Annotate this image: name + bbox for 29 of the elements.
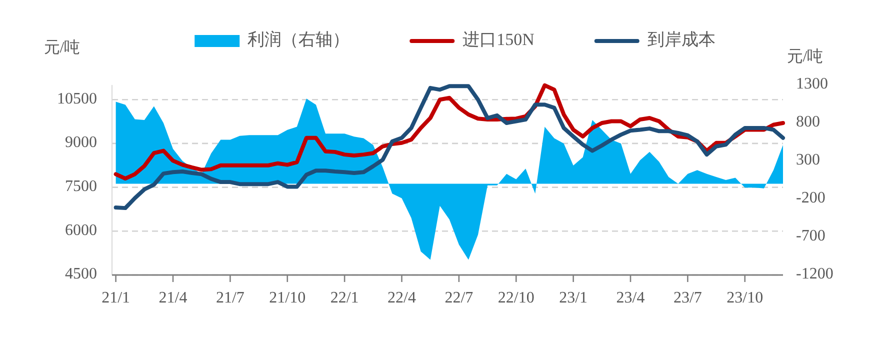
legend-label: 利润（右轴） <box>248 30 350 49</box>
x-tick-label: 22/1 <box>330 290 359 307</box>
line-series <box>114 84 785 210</box>
y2-tick-label: -200 <box>796 190 826 207</box>
legend-label: 到岸成本 <box>647 30 716 49</box>
y2-axis-title: 元/吨 <box>786 48 824 66</box>
y2-tick-label: 1300 <box>796 76 828 93</box>
x-tick-label: 22/7 <box>444 290 474 307</box>
x-tick-label: 21/1 <box>102 290 130 307</box>
legend-label: 进口150N <box>462 30 534 49</box>
x-tick-label: 21/4 <box>158 290 188 307</box>
y-tick-label: 4500 <box>65 266 97 283</box>
y-tick-label: 9000 <box>65 134 97 152</box>
y2-tick-label: 300 <box>796 152 820 169</box>
y-tick-label: 6000 <box>65 222 97 239</box>
x-tick-label: 22/4 <box>388 290 416 307</box>
x-tick-label: 22/10 <box>498 290 534 307</box>
x-tick-label: 21/10 <box>269 290 306 307</box>
x-tick-label: 23/4 <box>616 290 645 307</box>
x-tick-label: 23/10 <box>726 290 764 307</box>
x-tick-label: 23/1 <box>559 290 588 307</box>
x-tick-label: 21/7 <box>216 290 244 307</box>
y-axis-title: 元/吨 <box>44 38 80 57</box>
y2-tick-label: -1200 <box>796 266 834 283</box>
y2-tick-label: 800 <box>796 114 820 131</box>
y-tick-label: 10500 <box>57 90 97 108</box>
y2-tick-label: -700 <box>796 228 826 245</box>
y-tick-label: 7500 <box>65 178 97 195</box>
x-tick-label: 23/7 <box>673 290 702 307</box>
